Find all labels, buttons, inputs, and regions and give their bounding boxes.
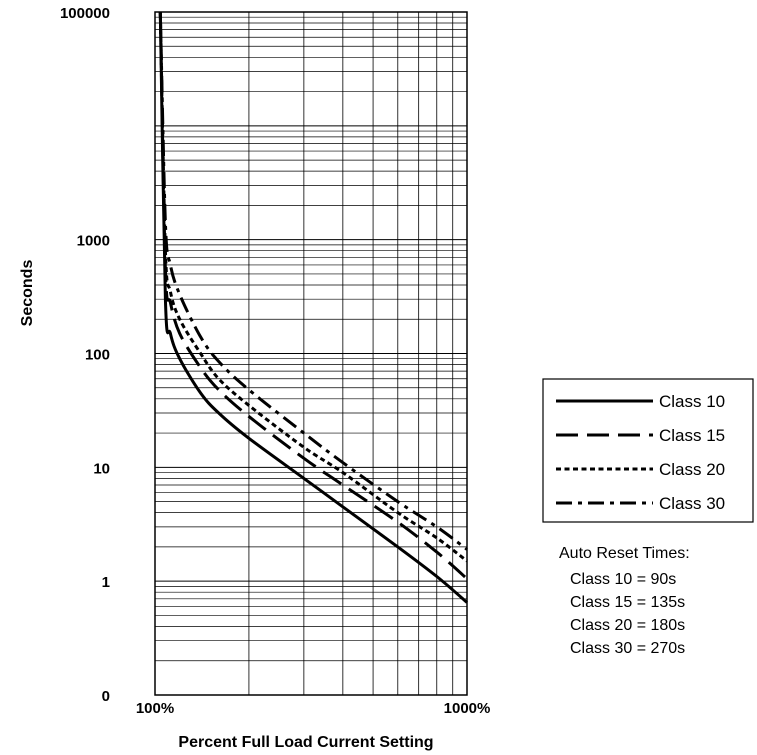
legend-box — [542, 378, 754, 523]
reset-times-note: Auto Reset Times: Class 10 = 90s Class 1… — [559, 545, 690, 657]
series-line-class-30 — [158, 11, 468, 551]
y-tick-label: 100 — [85, 347, 110, 364]
x-tick-label: 100% — [136, 700, 174, 717]
legend-label: Class 15 — [659, 426, 725, 445]
legend-items: Class 10 Class 15 Class 20 Class 30 — [556, 392, 725, 513]
reset-times-heading: Auto Reset Times: — [559, 545, 690, 562]
y-tick-label: 0 — [102, 688, 110, 705]
reset-time-line: Class 15 = 135s — [570, 594, 685, 611]
legend-label: Class 10 — [659, 392, 725, 411]
legend-label: Class 20 — [659, 460, 725, 479]
series-line-class-20 — [158, 11, 468, 563]
series-line-class-15 — [158, 11, 469, 580]
y-axis-title: Seconds — [19, 260, 36, 327]
series-line-class-10 — [158, 11, 468, 604]
y-tick-label: 10 — [93, 460, 110, 477]
x-tick-label: 1000% — [444, 700, 491, 717]
chart-series-layer — [158, 11, 469, 604]
y-tick-label: 1 — [102, 574, 110, 591]
legend: Class 10 Class 15 Class 20 Class 30 — [542, 378, 754, 523]
reset-time-line: Class 20 = 180s — [570, 617, 685, 634]
legend-label: Class 30 — [659, 494, 725, 513]
y-tick-label: 1000 — [77, 233, 110, 250]
chart-grid — [154, 12, 468, 696]
reset-time-line: Class 30 = 270s — [570, 640, 685, 657]
x-axis-title: Percent Full Load Current Setting — [178, 734, 433, 751]
y-tick-label: 100000 — [60, 5, 110, 22]
reset-time-line: Class 10 = 90s — [570, 571, 676, 588]
x-tick-labels: 100% 1000% — [136, 700, 491, 717]
plot-frame — [154, 11, 468, 696]
